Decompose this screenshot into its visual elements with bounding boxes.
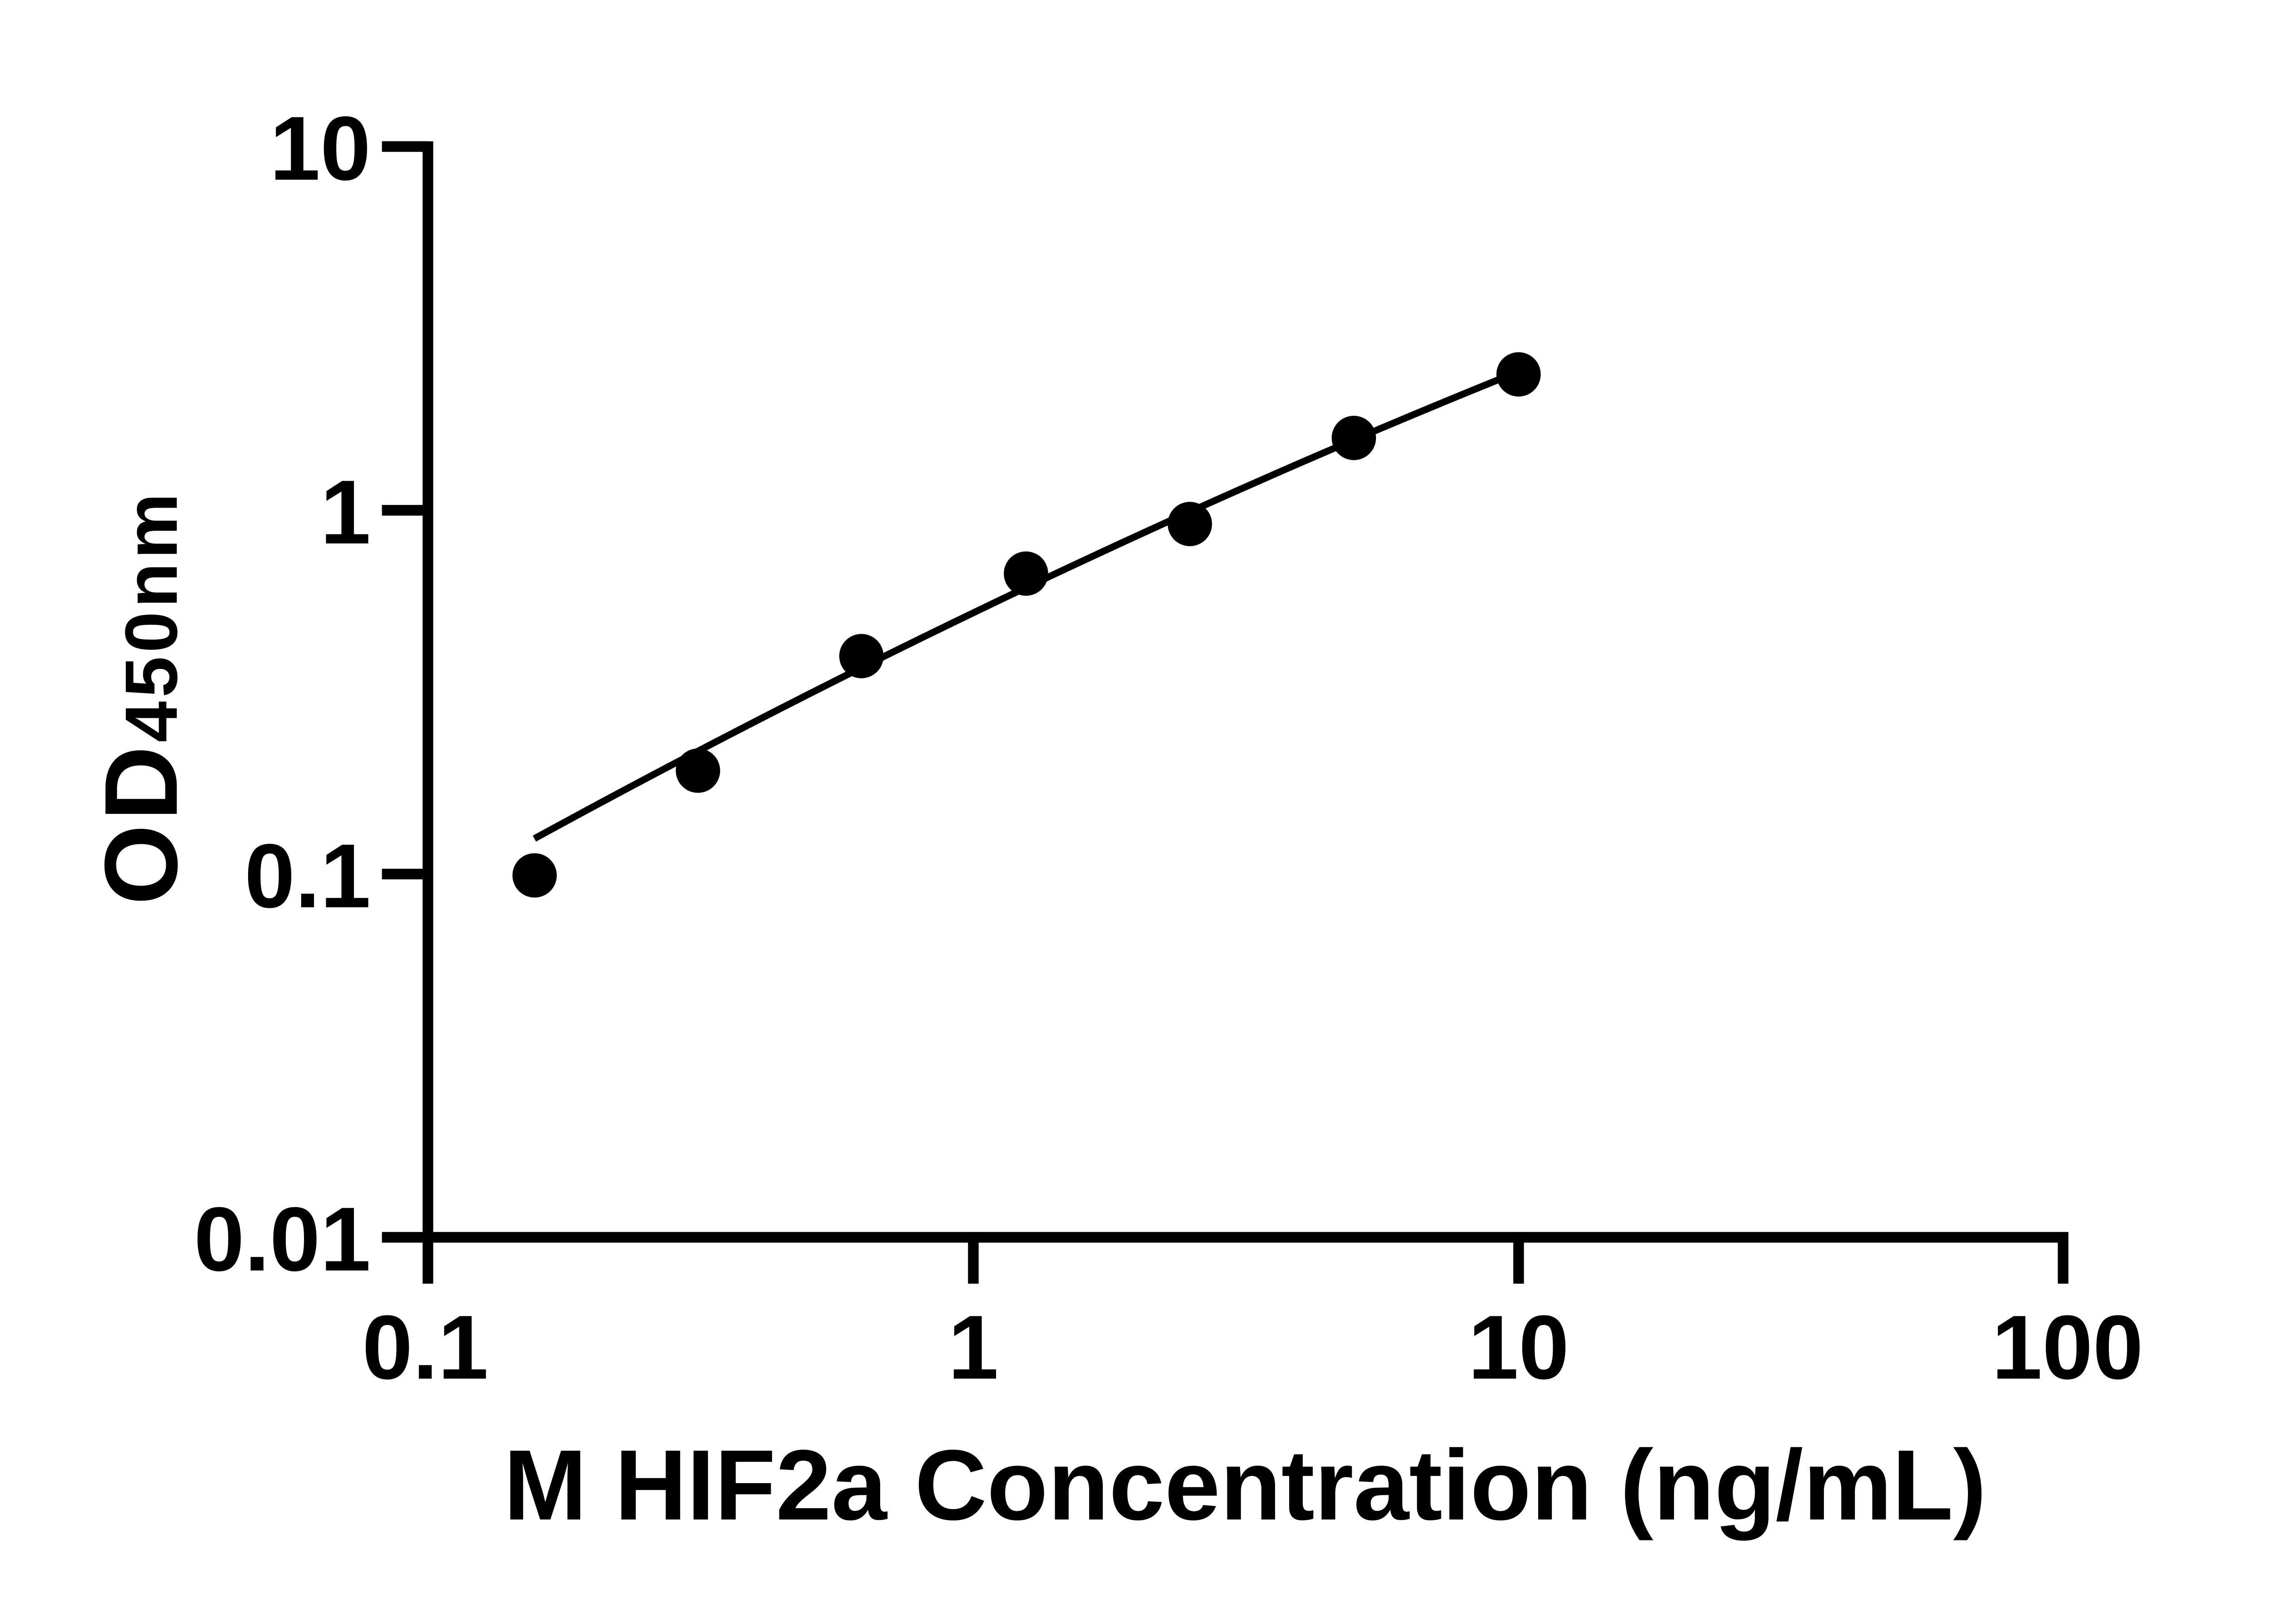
svg-text:10: 10 — [270, 98, 371, 199]
svg-text:100: 100 — [1992, 1297, 2143, 1398]
svg-text:10: 10 — [1468, 1297, 1569, 1398]
svg-text:0.1: 0.1 — [244, 826, 371, 927]
svg-text:0.01: 0.01 — [194, 1189, 371, 1290]
svg-text:0.1: 0.1 — [362, 1297, 488, 1398]
svg-text:M HIF2a Concentration (ng/mL): M HIF2a Concentration (ng/mL) — [503, 1429, 1986, 1541]
svg-text:1: 1 — [948, 1297, 998, 1398]
svg-text:1: 1 — [320, 462, 371, 563]
